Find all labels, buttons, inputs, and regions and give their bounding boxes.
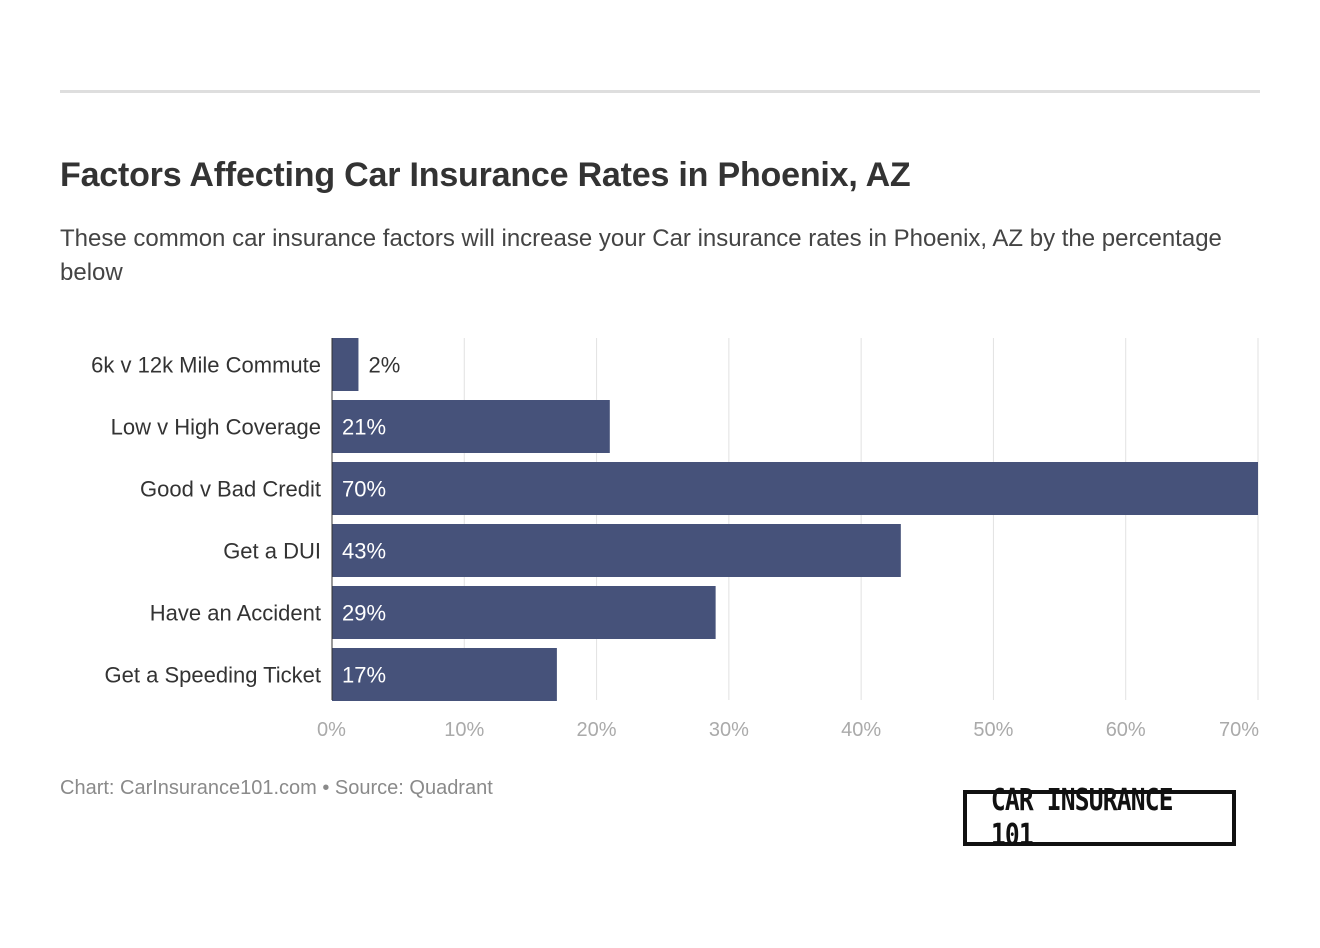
x-tick-label: 40% <box>841 719 881 741</box>
category-label: Low v High Coverage <box>111 415 321 440</box>
category-label: Get a Speeding Ticket <box>105 663 321 688</box>
chart-source: Chart: CarInsurance101.com • Source: Qua… <box>60 777 493 799</box>
category-label: 6k v 12k Mile Commute <box>91 353 321 378</box>
bar <box>332 462 1258 515</box>
x-tick-label: 70% <box>1219 719 1259 741</box>
x-tick-label: 0% <box>317 719 346 741</box>
chart-title: Factors Affecting Car Insurance Rates in… <box>60 156 911 194</box>
category-label: Good v Bad Credit <box>140 477 321 502</box>
data-label: 21% <box>342 415 386 440</box>
category-label: Get a DUI <box>223 539 321 564</box>
bar <box>332 648 557 701</box>
data-label: 17% <box>342 663 386 688</box>
car-insurance-101-logo: CAR INSURANCE 101 <box>963 783 1236 853</box>
x-tick-label: 10% <box>444 719 484 741</box>
top-divider <box>60 90 1260 93</box>
x-tick-label: 30% <box>709 719 749 741</box>
data-label: 43% <box>342 539 386 564</box>
x-tick-label: 20% <box>577 719 617 741</box>
bar <box>332 524 901 577</box>
data-label: 70% <box>342 477 386 502</box>
category-label: Have an Accident <box>150 601 321 626</box>
data-label: 2% <box>368 353 400 378</box>
bar <box>332 586 716 639</box>
logo-text: CAR INSURANCE 101 <box>990 783 1174 853</box>
x-tick-label: 60% <box>1106 719 1146 741</box>
data-label: 29% <box>342 601 386 626</box>
bar <box>332 338 359 391</box>
chart-subtitle: These common car insurance factors will … <box>60 225 1222 286</box>
bar <box>332 400 610 453</box>
x-tick-label: 50% <box>973 719 1013 741</box>
